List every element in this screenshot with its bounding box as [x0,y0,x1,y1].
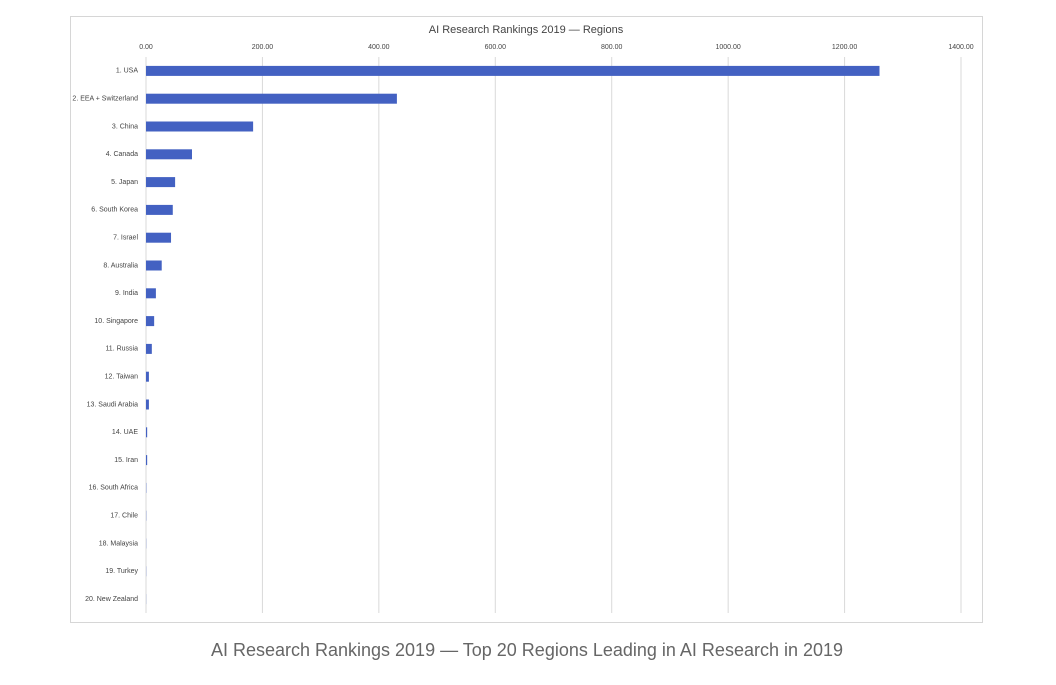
y-tick-label: 5. Japan [111,179,138,186]
x-tick-label: 0.00 [139,44,153,51]
y-tick-label: 9. India [115,290,138,297]
y-tick-label: 14. UAE [112,429,138,436]
bar [146,400,149,410]
y-tick-label: 7. Israel [113,235,138,242]
x-tick-label: 200.00 [252,44,274,51]
bar [146,177,175,187]
y-tick-label: 13. Saudi Arabia [87,401,138,408]
chart-title: AI Research Rankings 2019 — Regions [429,24,624,36]
y-tick-label: 20. New Zealand [85,596,138,603]
bar [146,205,173,215]
x-tick-label: 600.00 [485,44,507,51]
bar [146,427,147,437]
y-tick-label: 16. South Africa [89,485,139,492]
bar [146,344,152,354]
y-tick-label: 4. Canada [106,151,138,158]
caption: AI Research Rankings 2019 — Top 20 Regio… [211,640,843,660]
y-tick-label: 10. Singapore [94,318,138,325]
chart-frame [71,17,983,623]
bar [146,66,880,76]
bar [146,122,253,132]
y-tick-label: 12. Taiwan [105,374,138,381]
y-tick-label: 18. Malaysia [99,540,138,547]
bar [146,288,156,298]
x-tick-label: 800.00 [601,44,623,51]
y-tick-label: 6. South Korea [91,207,138,214]
y-tick-label: 2. EEA + Switzerland [72,96,138,103]
x-tick-label: 1200.00 [832,44,857,51]
y-tick-label: 1. USA [116,68,139,75]
x-tick-label: 400.00 [368,44,390,51]
y-tick-label: 3. China [112,123,138,130]
y-tick-label: 8. Australia [103,262,138,269]
x-tick-label: 1400.00 [948,44,973,51]
bar [146,261,162,271]
y-tick-label: 11. Russia [105,346,138,353]
bar [146,455,147,465]
bar [146,149,192,159]
y-tick-label: 17. Chile [110,513,138,520]
y-tick-label: 19. Turkey [105,568,138,575]
bar [146,94,397,104]
y-tick-label: 15. Iran [114,457,138,464]
bar [146,316,154,326]
bar [146,372,149,382]
x-tick-label: 1000.00 [715,44,740,51]
bar [146,233,171,243]
